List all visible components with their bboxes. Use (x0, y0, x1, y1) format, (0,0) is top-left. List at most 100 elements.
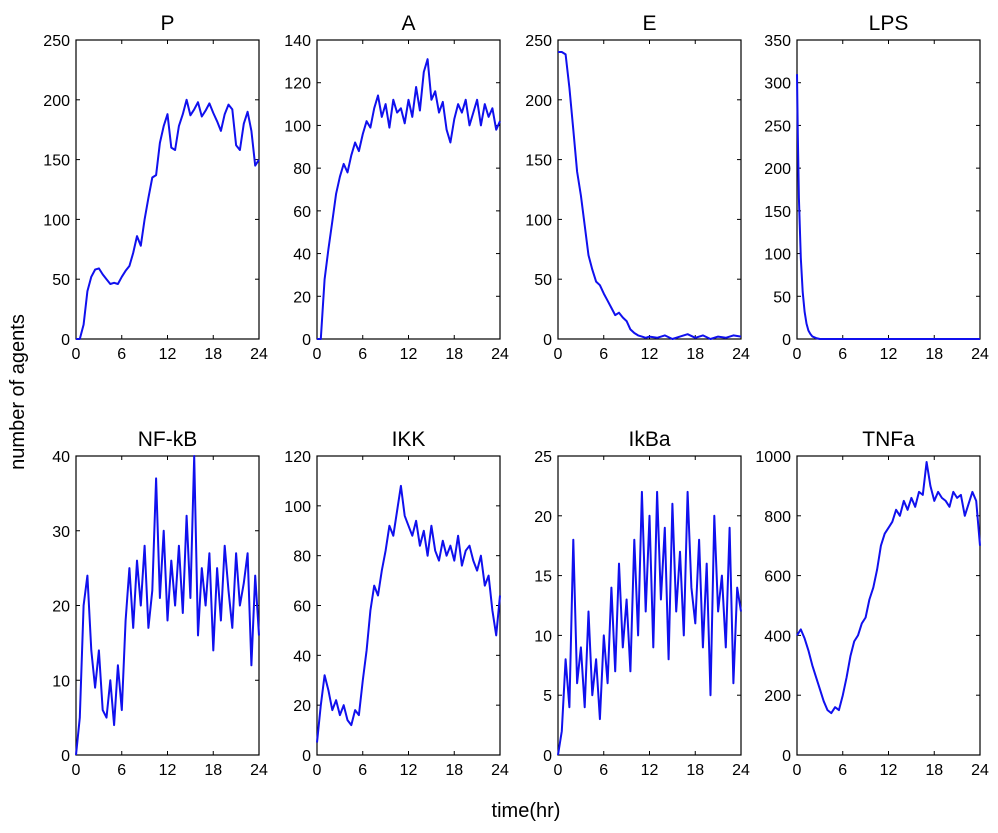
panel-title: A (401, 12, 415, 35)
x-tick-label: 18 (686, 762, 704, 779)
x-tick-label: 18 (925, 346, 943, 363)
y-tick-label: 80 (293, 161, 311, 178)
panel-tnfa: TNFa 0 6 12 18 24 0 200 400 600 800 1000 (755, 428, 989, 779)
y-tick-label: 250 (764, 118, 791, 135)
y-tick-label: 120 (284, 449, 311, 466)
panel-title: NF-kB (138, 428, 198, 451)
y-tick-label: 20 (52, 599, 70, 616)
y-tick-label: 140 (284, 33, 311, 50)
x-tick-label: 0 (313, 346, 322, 363)
x-tick-label: 24 (732, 762, 750, 779)
x-tick-label: 6 (599, 346, 608, 363)
y-tick-label: 120 (284, 76, 311, 93)
x-tick-label: 12 (641, 762, 659, 779)
plot-frame (796, 39, 981, 340)
x-tick-label: 12 (400, 762, 418, 779)
y-tick-label: 60 (293, 204, 311, 221)
y-tick-label: 25 (534, 449, 552, 466)
panel-ikba: IkBa 0 6 12 18 24 0 5 10 15 20 25 (534, 428, 750, 779)
x-tick-label: 6 (358, 762, 367, 779)
x-tick-label: 0 (793, 346, 802, 363)
series-line-lps (796, 74, 980, 340)
y-tick-label: 300 (764, 76, 791, 93)
x-tick-label: 18 (204, 346, 222, 363)
x-tick-label: 12 (400, 346, 418, 363)
y-tick-label: 250 (43, 33, 70, 50)
y-tick-label: 200 (525, 93, 552, 110)
y-tick-label: 80 (293, 549, 311, 566)
y-tick-label: 0 (61, 332, 70, 349)
series-line-nf-kb (75, 455, 260, 756)
y-tick-label: 30 (52, 524, 70, 541)
y-tick-label: 0 (302, 748, 311, 765)
y-tick-label: 200 (43, 93, 70, 110)
x-tick-label: 0 (554, 762, 563, 779)
panel-title: P (160, 12, 174, 35)
series-line-ikba (557, 490, 742, 756)
x-tick-label: 18 (925, 762, 943, 779)
x-tick-label: 6 (838, 346, 847, 363)
y-tick-label: 20 (293, 698, 311, 715)
x-tick-label: 0 (72, 762, 81, 779)
plot-frame (557, 39, 742, 340)
y-tick-label: 200 (764, 161, 791, 178)
x-tick-label: 12 (159, 762, 177, 779)
y-tick-label: 100 (764, 247, 791, 264)
y-tick-label: 800 (764, 509, 791, 526)
x-tick-label: 12 (641, 346, 659, 363)
panel-p: P 0 6 12 18 24 0 50 100 150 200 250 (43, 12, 268, 363)
y-tick-label: 20 (293, 289, 311, 306)
y-tick-label: 100 (43, 212, 70, 229)
y-tick-label: 600 (764, 569, 791, 586)
y-tick-label: 100 (284, 118, 311, 135)
x-tick-label: 0 (72, 346, 81, 363)
y-tick-label: 100 (525, 212, 552, 229)
series-line-a (317, 58, 501, 340)
y-tick-label: 40 (293, 648, 311, 665)
y-tick-label: 1000 (755, 449, 791, 466)
x-tick-label: 18 (445, 346, 463, 363)
y-tick-label: 150 (43, 153, 70, 170)
plot-frame (75, 39, 260, 340)
x-tick-label: 6 (838, 762, 847, 779)
y-tick-label: 50 (52, 272, 70, 289)
x-tick-label: 24 (250, 762, 268, 779)
x-tick-label: 24 (250, 346, 268, 363)
y-tick-label: 10 (52, 673, 70, 690)
x-tick-label: 6 (358, 346, 367, 363)
y-tick-label: 150 (764, 204, 791, 221)
panel-a: A 0 6 12 18 24 0 20 40 60 80 100 120 140 (284, 12, 509, 363)
panel-title: IkBa (628, 428, 670, 451)
series-line-e (558, 51, 742, 340)
y-tick-label: 400 (764, 628, 791, 645)
plot-frame (557, 455, 742, 756)
x-tick-label: 24 (971, 762, 989, 779)
y-tick-label: 50 (534, 272, 552, 289)
y-axis-label: number of agents (7, 314, 29, 470)
panel-title: IKK (392, 428, 426, 451)
y-tick-label: 0 (543, 332, 552, 349)
x-tick-label: 6 (599, 762, 608, 779)
y-tick-label: 250 (525, 33, 552, 50)
x-tick-label: 24 (971, 346, 989, 363)
x-tick-label: 18 (445, 762, 463, 779)
panel-title: E (642, 12, 656, 35)
panel-nf-kb: NF-kB 0 6 12 18 24 0 10 20 30 40 (52, 428, 268, 779)
x-tick-label: 24 (491, 346, 509, 363)
panel-ikk: IKK 0 6 12 18 24 0 20 40 60 80 100 120 (284, 428, 509, 779)
y-tick-label: 20 (534, 509, 552, 526)
y-tick-label: 60 (293, 599, 311, 616)
x-axis-label: time(hr) (492, 800, 561, 822)
x-tick-label: 18 (686, 346, 704, 363)
y-tick-label: 200 (764, 688, 791, 705)
panel-lps: LPS 0 6 12 18 24 0 50 100 150 200 250 300 350 (764, 12, 989, 363)
series-line-p (76, 98, 260, 340)
y-tick-label: 100 (284, 499, 311, 516)
y-tick-label: 0 (61, 748, 70, 765)
x-tick-label: 12 (159, 346, 177, 363)
y-tick-label: 150 (525, 153, 552, 170)
x-tick-label: 24 (732, 346, 750, 363)
panel-title: TNFa (862, 428, 915, 451)
x-tick-label: 24 (491, 762, 509, 779)
